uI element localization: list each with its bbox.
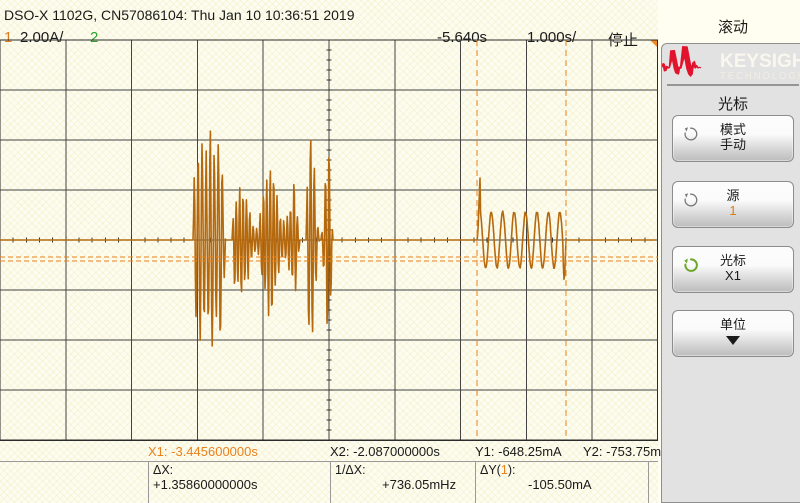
svg-text:TECHNOLOGIES: TECHNOLOGIES bbox=[720, 71, 800, 82]
